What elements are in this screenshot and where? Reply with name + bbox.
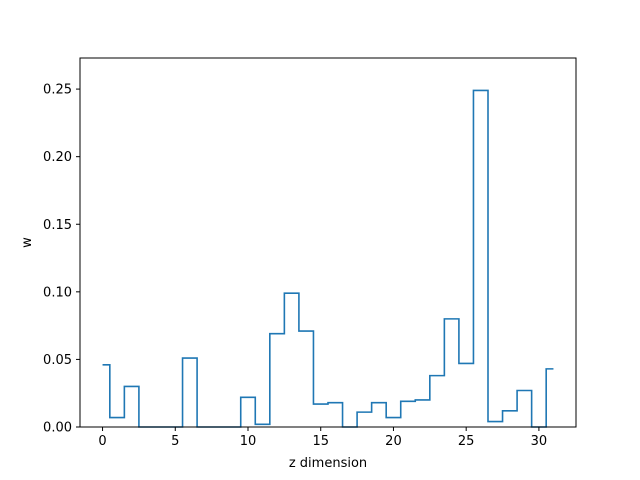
y-tick-label: 0.15	[43, 218, 72, 233]
y-tick-label: 0.25	[43, 83, 72, 98]
x-axis-ticks: 0 5 10 15 20 25 30	[98, 427, 547, 449]
x-tick-label: 20	[385, 434, 402, 449]
x-tick-label: 10	[240, 434, 257, 449]
x-tick-label: 5	[171, 434, 179, 449]
x-tick-label: 0	[98, 434, 106, 449]
y-axis-ticks: 0.00 0.05 0.10 0.15 0.20 0.25	[43, 83, 80, 436]
series-step-line	[102, 89, 554, 428]
plot-frame	[79, 57, 577, 428]
y-tick-label: 0.05	[43, 353, 72, 368]
y-tick-label: 0.10	[43, 285, 72, 300]
y-tick-label: 0.00	[43, 421, 72, 436]
y-axis-label: w	[20, 237, 35, 248]
series-layer	[102, 89, 554, 428]
x-tick-label: 15	[312, 434, 329, 449]
plot-background	[80, 58, 576, 427]
x-tick-label: 25	[458, 434, 475, 449]
x-axis-label: z dimension	[289, 456, 367, 471]
x-tick-label: 30	[531, 434, 548, 449]
y-tick-label: 0.20	[43, 150, 72, 165]
